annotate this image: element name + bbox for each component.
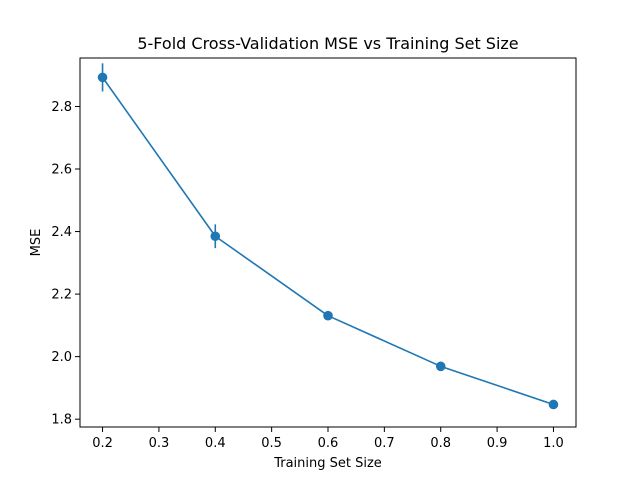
x-tick-label: 0.2	[92, 436, 113, 451]
y-tick-label: 1.8	[51, 413, 72, 428]
data-point	[97, 72, 108, 83]
data-point	[435, 361, 446, 372]
data-point	[210, 231, 221, 242]
x-tick-label: 0.5	[261, 436, 282, 451]
y-tick-label: 2.8	[51, 100, 72, 115]
x-tick-label: 0.9	[487, 436, 508, 451]
y-axis-label: MSE	[29, 229, 44, 257]
data-point	[548, 399, 559, 410]
x-tick-label: 1.0	[543, 436, 564, 451]
data-point	[323, 310, 333, 321]
x-tick-label: 0.3	[149, 436, 170, 451]
x-axis-label: Training Set Size	[273, 456, 382, 471]
plot-area	[97, 63, 559, 410]
x-tick-label: 0.4	[205, 436, 226, 451]
axes-frame	[79, 57, 577, 428]
chart-title: 5-Fold Cross-Validation MSE vs Training …	[137, 34, 518, 53]
series-line	[101, 76, 554, 406]
x-tick-label: 0.6	[318, 436, 339, 451]
x-axis-ticks: 0.2 0.3 0.4 0.5 0.6 0.7 0.8 0.9 1.0	[92, 427, 564, 451]
x-tick-label: 0.8	[430, 436, 451, 451]
y-tick-label: 2.4	[51, 225, 72, 240]
y-axis-ticks: 1.8 2.0 2.2 2.4 2.6 2.8	[51, 100, 80, 428]
y-tick-label: 2.2	[51, 288, 72, 303]
y-tick-label: 2.6	[51, 163, 72, 178]
y-tick-label: 2.0	[51, 350, 72, 365]
x-tick-label: 0.7	[374, 436, 395, 451]
